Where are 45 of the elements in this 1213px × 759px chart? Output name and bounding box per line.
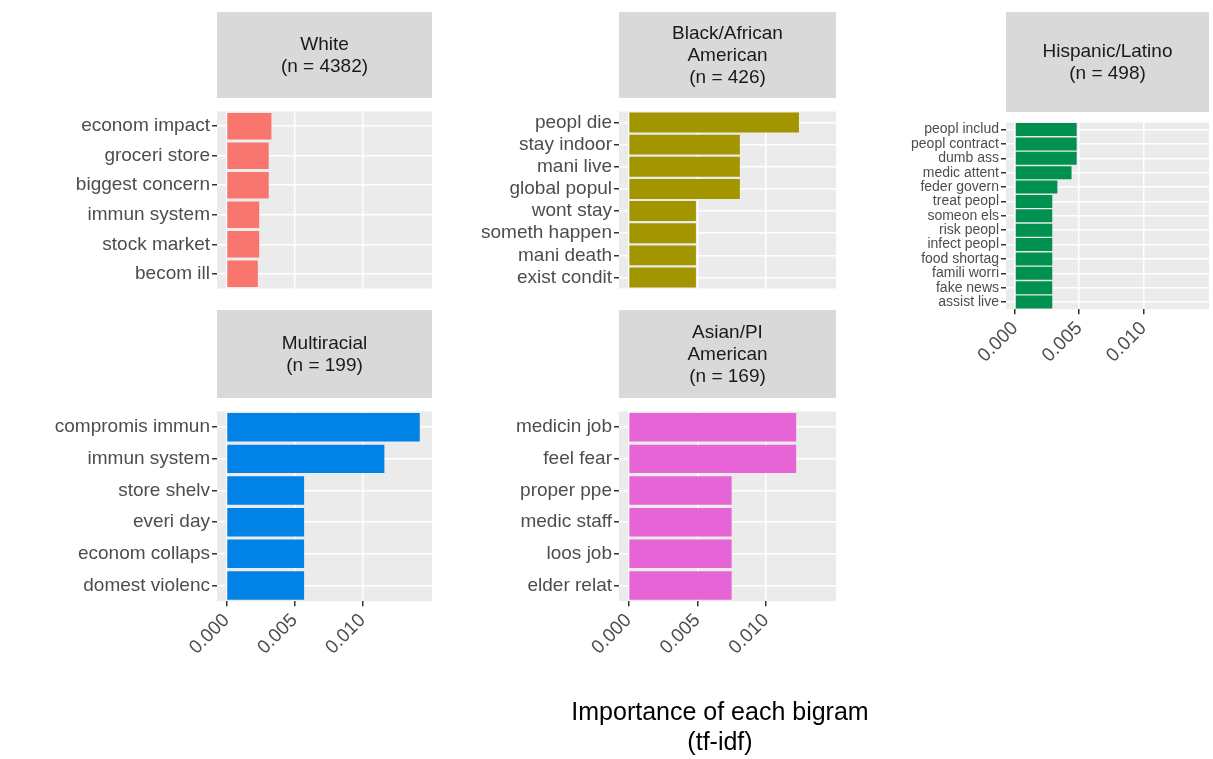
y-tick-label: becom ill bbox=[135, 262, 210, 284]
bar bbox=[227, 112, 272, 140]
y-tick-label: everi day bbox=[132, 510, 211, 532]
y-tick-label: econom collaps bbox=[77, 542, 210, 564]
y-tick-label: econom impact bbox=[81, 114, 211, 136]
bar bbox=[227, 231, 260, 258]
chart-title: Multiracial (n = 199) bbox=[217, 310, 432, 398]
y-tick-label: mani live bbox=[537, 155, 612, 177]
y-tick-label: immun system bbox=[87, 447, 210, 469]
bar bbox=[227, 142, 269, 169]
bar bbox=[227, 201, 260, 229]
y-tick-label: stock market bbox=[102, 232, 211, 254]
chart-title: Asian/PI American (n = 169) bbox=[619, 310, 836, 398]
y-tick-label: dumb ass bbox=[938, 149, 999, 166]
y-tick-label: peopl includ bbox=[924, 120, 999, 137]
y-tick-label: feel fear bbox=[543, 447, 613, 469]
bar bbox=[227, 260, 258, 288]
chart-title: White (n = 4382) bbox=[217, 12, 432, 98]
y-tick-label: stay indoor bbox=[519, 132, 613, 154]
y-tick-label: domest violenc bbox=[83, 573, 210, 595]
y-tick-label: mani death bbox=[517, 243, 612, 265]
bar bbox=[227, 171, 269, 199]
y-tick-label: someth happen bbox=[481, 221, 612, 243]
y-tick-label: wont stay bbox=[530, 199, 613, 221]
y-tick-label: store shelv bbox=[118, 478, 211, 500]
y-tick-label: elder relat bbox=[527, 573, 613, 595]
y-tick-label: medicin job bbox=[515, 415, 612, 437]
y-tick-label: medic staff bbox=[520, 510, 613, 532]
y-tick-label: proper ppe bbox=[520, 478, 612, 500]
y-tick-label: immun system bbox=[87, 203, 210, 224]
y-tick-label: feder govern bbox=[920, 177, 999, 194]
chart-title: Hispanic/Latino (n = 498) bbox=[1006, 12, 1209, 112]
x-axis-title: Importance of each bigram (tf-idf) bbox=[570, 696, 870, 756]
y-tick-label: exist condit bbox=[516, 265, 613, 287]
y-tick-label: fake news bbox=[935, 278, 999, 295]
y-tick-label: medic attent bbox=[922, 163, 1000, 180]
y-tick-label: peopl die bbox=[534, 110, 612, 132]
y-tick-label: global popul bbox=[509, 177, 612, 199]
y-tick-label: biggest concern bbox=[75, 173, 210, 195]
y-tick-label: risk peopl bbox=[939, 221, 999, 238]
y-tick-label: compromis immun bbox=[54, 415, 210, 437]
y-tick-label: loos job bbox=[546, 542, 612, 564]
y-tick-label: groceri store bbox=[104, 143, 210, 165]
y-tick-label: assist live bbox=[938, 292, 1000, 309]
chart-title: Black/African American (n = 426) bbox=[619, 12, 836, 98]
